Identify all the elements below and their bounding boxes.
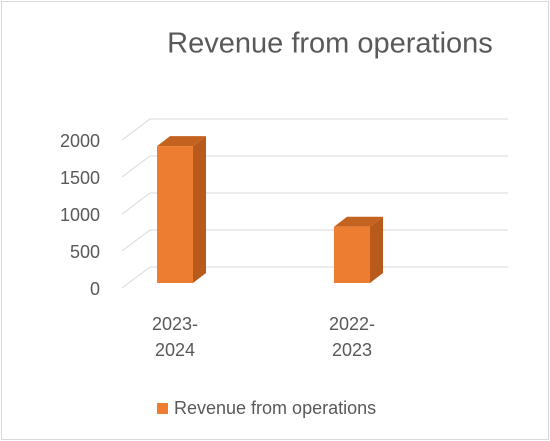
x-tick-label: 2023-2024 [151, 314, 199, 360]
bar-side [370, 216, 383, 283]
y-tick-label: 2000 [60, 131, 100, 151]
grid-line [121, 118, 508, 141]
grid-line [121, 229, 508, 252]
bar-side [193, 136, 206, 283]
y-tick-label: 1000 [60, 205, 100, 225]
bar [157, 146, 193, 283]
y-tick-label: 0 [90, 279, 100, 299]
bar [334, 226, 370, 283]
bar-top [157, 136, 206, 147]
bar-top [334, 216, 383, 227]
legend-swatch [157, 403, 168, 414]
chart-title: Revenue from operations [167, 28, 493, 60]
grid-line [121, 192, 508, 215]
y-tick-label: 1500 [60, 168, 100, 188]
grid-line [121, 266, 508, 289]
x-tick-label: 2022-2023 [328, 314, 376, 360]
legend-label: Revenue from operations [174, 398, 376, 418]
y-tick-label: 500 [70, 242, 100, 262]
grid-line [121, 155, 508, 178]
